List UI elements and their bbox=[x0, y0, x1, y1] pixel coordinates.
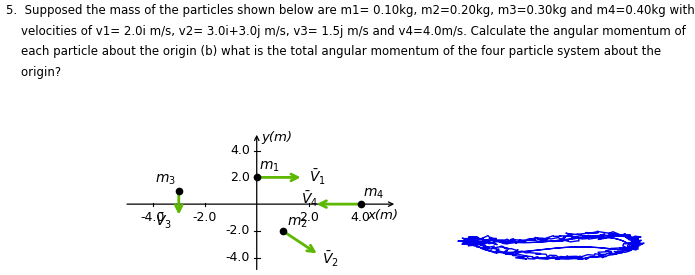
Text: x(m): x(m) bbox=[368, 209, 398, 222]
Text: -2.0: -2.0 bbox=[226, 224, 250, 237]
Text: $\bar{V}_1$: $\bar{V}_1$ bbox=[309, 168, 325, 187]
Text: -4.0: -4.0 bbox=[226, 251, 250, 264]
Text: 4.0: 4.0 bbox=[230, 144, 250, 157]
Text: 5.  Supposed the mass of the particles shown below are m1= 0.10kg, m2=0.20kg, m3: 5. Supposed the mass of the particles sh… bbox=[6, 4, 694, 17]
Text: 2.0: 2.0 bbox=[230, 171, 250, 184]
Text: -2.0: -2.0 bbox=[193, 211, 217, 224]
Text: $m_2$: $m_2$ bbox=[286, 215, 307, 230]
Text: origin?: origin? bbox=[6, 66, 60, 79]
Text: $\bar{V}_4$: $\bar{V}_4$ bbox=[301, 190, 318, 209]
Text: $m_4$: $m_4$ bbox=[363, 187, 384, 202]
Text: $m_3$: $m_3$ bbox=[156, 173, 177, 188]
Text: y(m): y(m) bbox=[261, 131, 293, 144]
Text: 2.0: 2.0 bbox=[299, 211, 318, 224]
Text: $m_1$: $m_1$ bbox=[259, 160, 280, 174]
Text: each particle about the origin (b) what is the total angular momentum of the fou: each particle about the origin (b) what … bbox=[6, 45, 661, 58]
Text: $\bar{V}_3$: $\bar{V}_3$ bbox=[156, 212, 172, 231]
Text: 4.0: 4.0 bbox=[351, 211, 370, 224]
Text: $\bar{V}_2$: $\bar{V}_2$ bbox=[322, 249, 338, 269]
Text: -4.0: -4.0 bbox=[140, 211, 165, 224]
Text: velocities of v1= 2.0i m/s, v2= 3.0i+3.0j m/s, v3= 1.5j m/s and v4=4.0m/s. Calcu: velocities of v1= 2.0i m/s, v2= 3.0i+3.0… bbox=[6, 25, 685, 38]
